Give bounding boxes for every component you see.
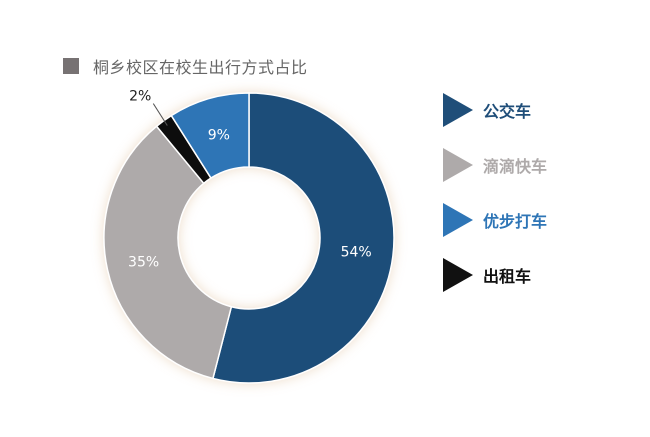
triangle-marker-icon bbox=[443, 148, 473, 182]
legend-label: 出租车 bbox=[483, 267, 532, 286]
triangle-marker-icon bbox=[443, 258, 473, 292]
chart-title: 桐乡校区在校生出行方式占比 bbox=[93, 58, 308, 77]
title-marker-icon bbox=[63, 58, 79, 74]
chart-title-block: 桐乡校区在校生出行方式占比 bbox=[63, 54, 308, 78]
donut-slices bbox=[103, 92, 395, 384]
slice-1 bbox=[103, 125, 233, 380]
legend-label: 滴滴快车 bbox=[483, 157, 548, 176]
legend-item-0: 公交车 bbox=[443, 92, 547, 128]
slice-label-1: 35% bbox=[128, 255, 159, 271]
legend-label: 公交车 bbox=[483, 102, 532, 121]
legend-item-1: 滴滴快车 bbox=[443, 147, 547, 183]
slice-0 bbox=[212, 92, 395, 384]
triangle-marker-icon bbox=[443, 93, 473, 127]
slice-leader-2 bbox=[152, 103, 168, 126]
triangle-marker-icon bbox=[443, 203, 473, 237]
slice-label-0: 54% bbox=[341, 245, 372, 261]
slice-label-2: 2% bbox=[129, 89, 151, 105]
legend-item-2: 优步打车 bbox=[443, 202, 547, 238]
donut-labels: 54% 35% 2% 9% bbox=[128, 89, 372, 271]
slice-3 bbox=[170, 92, 250, 180]
slice-label-3: 9% bbox=[208, 127, 230, 143]
legend-label: 优步打车 bbox=[483, 212, 548, 231]
legend-item-3: 出租车 bbox=[443, 257, 547, 293]
legend: 公交车滴滴快车优步打车出租车 bbox=[443, 92, 547, 312]
